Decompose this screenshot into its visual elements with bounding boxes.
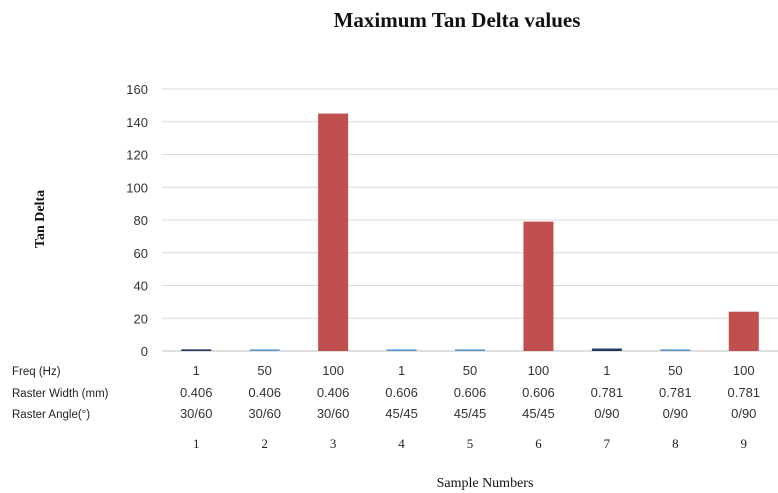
bars [181,113,759,351]
row-label: Freq (Hz) [12,366,61,378]
category-param-label: 0.781 [659,385,692,400]
bar [318,113,349,351]
row-label: Raster Width (mm) [12,388,109,400]
category-param-label: 100 [528,363,550,378]
sample-number-label: 5 [467,436,474,451]
y-tick-label: 140 [126,115,148,130]
category-param-label: 0.781 [728,385,761,400]
category-param-label: 50 [668,363,682,378]
row-label: Raster Angle(°) [12,409,90,421]
sample-number-label: 1 [193,436,200,451]
y-tick-label: 40 [134,279,148,294]
category-param-label: 0.781 [591,385,624,400]
category-param-label: 0.406 [317,385,350,400]
x-axis-label: Sample Numbers [437,476,534,491]
category-param-label: 0.406 [248,385,281,400]
y-tick-label: 100 [126,180,148,195]
y-tick-label: 160 [126,82,148,97]
category-param-label: 0.606 [385,385,418,400]
sample-number-label: 9 [741,436,748,451]
sample-number-label: 7 [604,436,611,451]
bar [386,349,417,351]
y-axis-label: Tan Delta [33,190,48,248]
x-category-table: 1 0.406 30/60 1 50 0.406 30/60 2 100 0.406 30/60 3 1… [180,363,760,451]
category-param-label: 50 [463,363,477,378]
category-param-label: 30/60 [317,406,350,421]
category-param-label: 1 [603,363,610,378]
bar [181,349,212,351]
category-param-label: 100 [733,363,755,378]
y-tick-label: 120 [126,148,148,163]
bar [591,348,622,351]
sample-number-label: 6 [535,436,542,451]
category-param-label: 45/45 [522,406,555,421]
category-param-label: 0/90 [594,406,619,421]
sample-number-label: 4 [398,436,405,451]
bar [523,221,554,351]
y-tick-label: 20 [134,311,148,326]
sample-number-label: 8 [672,436,679,451]
bar [455,349,485,351]
sample-number-label: 3 [330,436,337,451]
y-tick-label: 60 [134,246,148,261]
category-param-label: 45/45 [454,406,487,421]
y-tick-label: 80 [134,213,148,228]
category-param-label: 30/60 [180,406,213,421]
category-param-label: 45/45 [385,406,418,421]
category-param-label: 1 [398,363,405,378]
y-tick-labels: 0 20 40 60 80 100 120 140 160 [126,82,148,359]
bar [728,311,759,351]
bar [249,349,280,351]
category-param-label: 0.606 [454,385,487,400]
category-param-label: 0.406 [180,385,213,400]
sample-number-label: 2 [261,436,268,451]
row-labels: Freq (Hz) Raster Width (mm) Raster Angle(°… [12,366,109,421]
category-param-label: 1 [193,363,200,378]
category-param-label: 0/90 [663,406,688,421]
gridlines [162,88,778,352]
category-param-label: 50 [257,363,271,378]
y-tick-label: 0 [141,344,148,359]
category-param-label: 0/90 [731,406,756,421]
chart-title: Maximum Tan Delta values [334,8,581,32]
category-param-label: 30/60 [248,406,281,421]
bar [660,349,691,351]
category-param-label: 0.606 [522,385,555,400]
category-param-label: 100 [322,363,344,378]
